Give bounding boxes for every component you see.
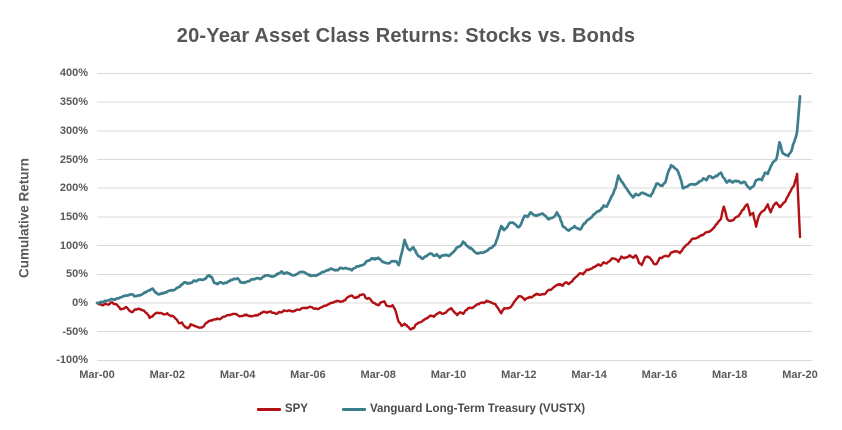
- legend-label-spy: SPY: [284, 403, 308, 415]
- y-tick-label: -50%: [62, 325, 88, 338]
- legend-item-spy: SPY: [256, 403, 308, 415]
- legend: SPY Vanguard Long-Term Treasury (VUSTX): [0, 403, 842, 415]
- spy-line-swatch: [256, 407, 281, 411]
- x-tick-label: Mar-06: [290, 369, 326, 381]
- y-tick-label: 350%: [59, 96, 88, 109]
- x-tick-label: Mar-00: [79, 369, 115, 381]
- x-tick-label: Mar-02: [149, 369, 186, 381]
- x-tick-label: Mar-04: [219, 369, 256, 381]
- x-tick-label: Mar-14: [571, 369, 607, 381]
- vustx-series-line: [95, 95, 802, 305]
- chart-title: 20-Year Asset Class Returns: Stocks vs. …: [176, 25, 636, 47]
- x-tick-label: Mar-12: [501, 369, 537, 381]
- legend-label-vustx: Vanguard Long-Term Treasury (VUSTX): [369, 403, 586, 415]
- x-tick-label: Mar-20: [782, 369, 818, 381]
- y-tick-label: -100%: [56, 354, 88, 367]
- y-tick-label: 100%: [59, 239, 88, 252]
- legend-item-vustx: Vanguard Long-Term Treasury (VUSTX): [341, 403, 586, 415]
- x-tick-label: Mar-10: [430, 369, 467, 381]
- y-tick-label: 400%: [59, 67, 88, 80]
- y-tick-label: 300%: [59, 124, 88, 137]
- y-tick-label: 50%: [65, 268, 88, 281]
- y-tick-label: 150%: [59, 210, 88, 223]
- y-tick-label: 250%: [59, 153, 88, 166]
- spy-series-line: [95, 172, 802, 331]
- x-tick-label: Mar-08: [360, 369, 396, 381]
- x-tick-label: Mar-18: [711, 369, 748, 381]
- y-tick-label: 0%: [72, 297, 88, 309]
- vustx-line-swatch: [341, 407, 366, 411]
- y-tick-label: 200%: [59, 182, 88, 195]
- x-tick-label: Mar-16: [641, 369, 678, 381]
